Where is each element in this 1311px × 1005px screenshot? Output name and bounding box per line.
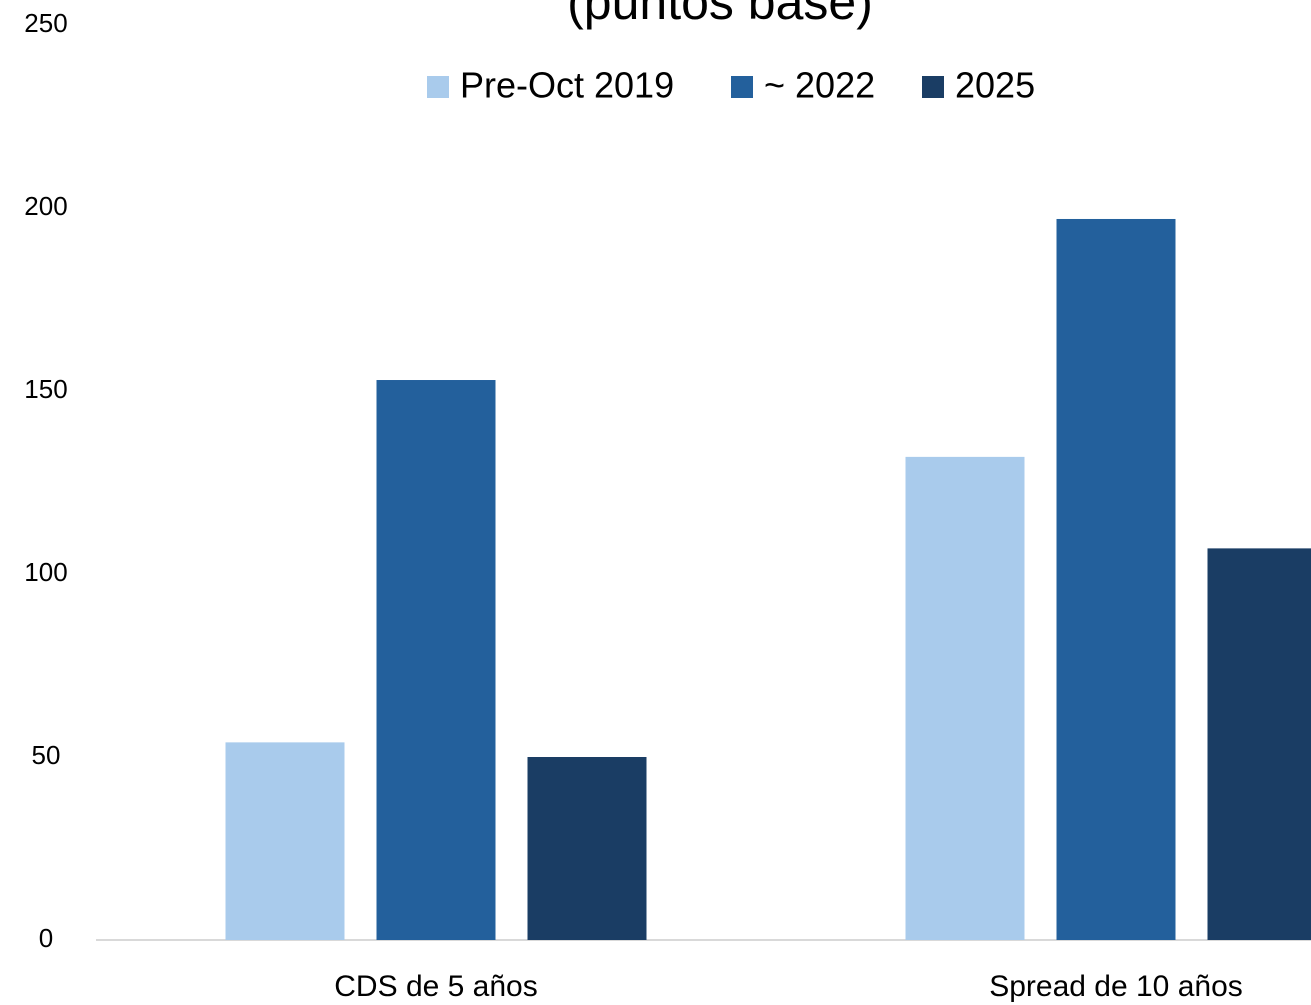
x-tick-label: CDS de 5 años — [334, 970, 537, 1003]
y-tick-label: 200 — [24, 191, 67, 221]
legend-swatch — [922, 76, 944, 98]
bar — [1207, 548, 1311, 940]
bar — [905, 456, 1025, 940]
y-tick-label: 100 — [24, 557, 67, 587]
y-tick-label: 150 — [24, 374, 67, 404]
bar — [376, 380, 496, 940]
y-tick-label: 50 — [32, 740, 61, 770]
x-tick-label: Spread de 10 años — [989, 970, 1243, 1003]
chart-title: (puntos base) — [567, 0, 873, 30]
bar — [225, 742, 345, 940]
y-tick-label: 0 — [39, 923, 53, 953]
legend-label: ~ 2022 — [764, 65, 875, 106]
legend-swatch — [427, 76, 449, 98]
legend-swatch — [731, 76, 753, 98]
y-tick-label: 250 — [24, 8, 67, 38]
bar — [1056, 218, 1176, 941]
legend-label: Pre-Oct 2019 — [460, 65, 674, 106]
bar — [527, 757, 647, 940]
legend-label: 2025 — [955, 65, 1035, 106]
